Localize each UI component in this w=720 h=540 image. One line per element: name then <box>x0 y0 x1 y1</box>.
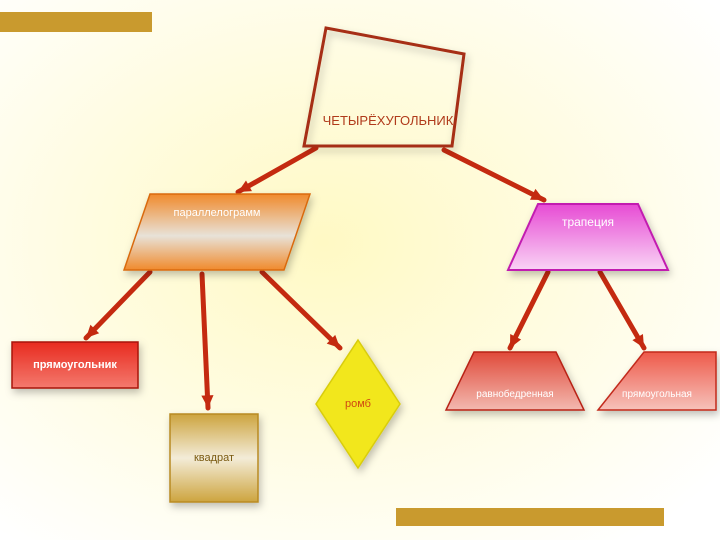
node-parallelogram: параллелограмм <box>137 194 297 232</box>
label-square: квадрат <box>194 452 234 464</box>
node-rhombus: ромб <box>316 394 400 414</box>
label-rectangle: прямоугольник <box>33 359 117 371</box>
diagram-stage: { "canvas": { "w": 720, "h": 540, "backg… <box>0 0 720 540</box>
node-square: квадрат <box>170 414 258 502</box>
label-quadrilateral: ЧЕТЫРЁХУГОЛЬНИК <box>323 113 454 128</box>
node-right-trapezoid: прямоугольная <box>598 378 716 410</box>
label-trapezoid: трапеция <box>562 215 614 229</box>
label-parallelogram: параллелограмм <box>174 207 261 219</box>
node-quadrilateral: ЧЕТЫРЁХУГОЛЬНИК <box>328 100 448 140</box>
label-right-trapezoid: прямоугольная <box>622 389 692 400</box>
node-isosceles-trapezoid: равнобедренная <box>446 378 584 410</box>
node-trapezoid: трапеция <box>508 204 668 240</box>
label-isosceles-trapezoid: равнобедренная <box>476 389 553 400</box>
label-rhombus: ромб <box>345 398 371 410</box>
diagram-svg <box>0 0 720 540</box>
node-rectangle: прямоугольник <box>12 342 138 388</box>
